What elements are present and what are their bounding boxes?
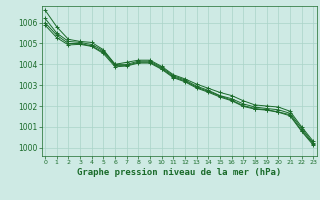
X-axis label: Graphe pression niveau de la mer (hPa): Graphe pression niveau de la mer (hPa) — [77, 168, 281, 177]
